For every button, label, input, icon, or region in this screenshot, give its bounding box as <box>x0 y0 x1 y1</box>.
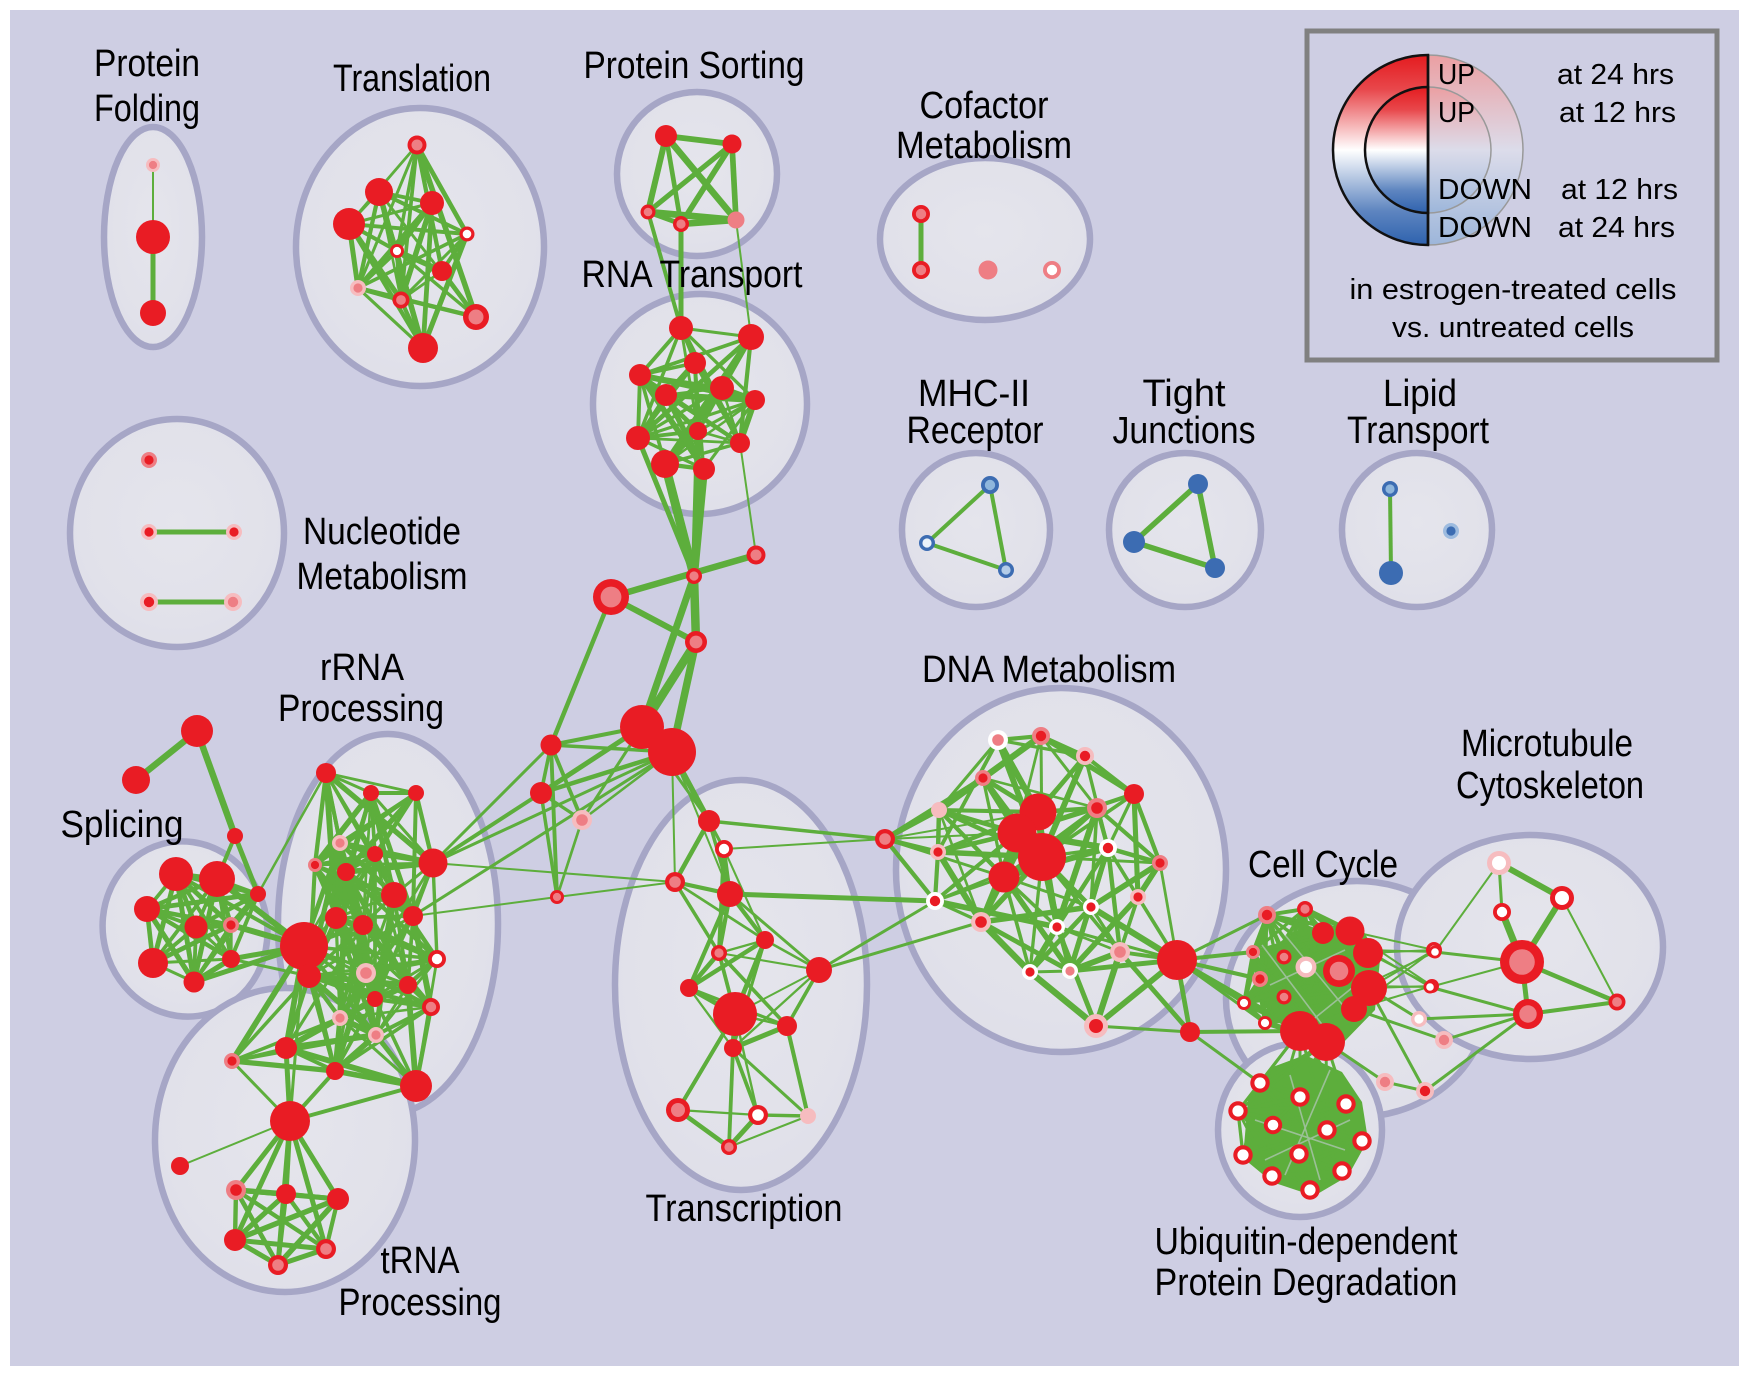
svg-text:Tight: Tight <box>1143 373 1226 415</box>
svg-text:Protein: Protein <box>94 43 200 85</box>
svg-text:DNA Metabolism: DNA Metabolism <box>922 649 1176 691</box>
svg-text:tRNA: tRNA <box>381 1240 461 1282</box>
svg-text:at 12 hrs: at 12 hrs <box>1559 97 1676 129</box>
svg-text:UP: UP <box>1438 59 1475 91</box>
svg-text:at 12 hrs: at 12 hrs <box>1561 174 1678 206</box>
svg-text:vs. untreated cells: vs. untreated cells <box>1392 312 1634 344</box>
svg-text:MHC-II: MHC-II <box>918 373 1030 415</box>
svg-text:rRNA: rRNA <box>320 647 405 689</box>
svg-text:Cofactor: Cofactor <box>920 85 1049 127</box>
svg-text:Nucleotide: Nucleotide <box>303 511 461 553</box>
svg-text:Splicing: Splicing <box>61 804 184 846</box>
svg-text:at 24 hrs: at 24 hrs <box>1557 59 1674 91</box>
svg-text:Transport: Transport <box>1347 410 1489 452</box>
svg-text:Transcription: Transcription <box>646 1188 843 1230</box>
svg-text:Cytoskeleton: Cytoskeleton <box>1456 765 1644 807</box>
svg-text:Metabolism: Metabolism <box>896 125 1072 167</box>
svg-text:Processing: Processing <box>278 688 444 730</box>
svg-text:DOWN: DOWN <box>1438 174 1532 206</box>
svg-text:at 24 hrs: at 24 hrs <box>1558 212 1675 244</box>
svg-text:in estrogen-treated cells: in estrogen-treated cells <box>1350 274 1677 306</box>
svg-text:Metabolism: Metabolism <box>297 556 468 598</box>
svg-text:Translation: Translation <box>333 58 491 100</box>
svg-text:RNA Transport: RNA Transport <box>582 254 803 296</box>
svg-text:Junctions: Junctions <box>1113 410 1256 452</box>
svg-text:Lipid: Lipid <box>1383 373 1457 415</box>
svg-text:Receptor: Receptor <box>907 410 1044 452</box>
svg-text:Cell Cycle: Cell Cycle <box>1248 844 1398 886</box>
svg-text:Ubiquitin-dependent: Ubiquitin-dependent <box>1155 1221 1458 1263</box>
svg-text:DOWN: DOWN <box>1438 212 1532 244</box>
svg-text:Folding: Folding <box>94 88 200 130</box>
svg-text:Processing: Processing <box>339 1282 502 1324</box>
svg-text:Microtubule: Microtubule <box>1461 723 1633 765</box>
svg-text:Protein Degradation: Protein Degradation <box>1155 1262 1458 1304</box>
svg-text:UP: UP <box>1438 97 1475 129</box>
svg-text:Protein Sorting: Protein Sorting <box>584 45 805 87</box>
